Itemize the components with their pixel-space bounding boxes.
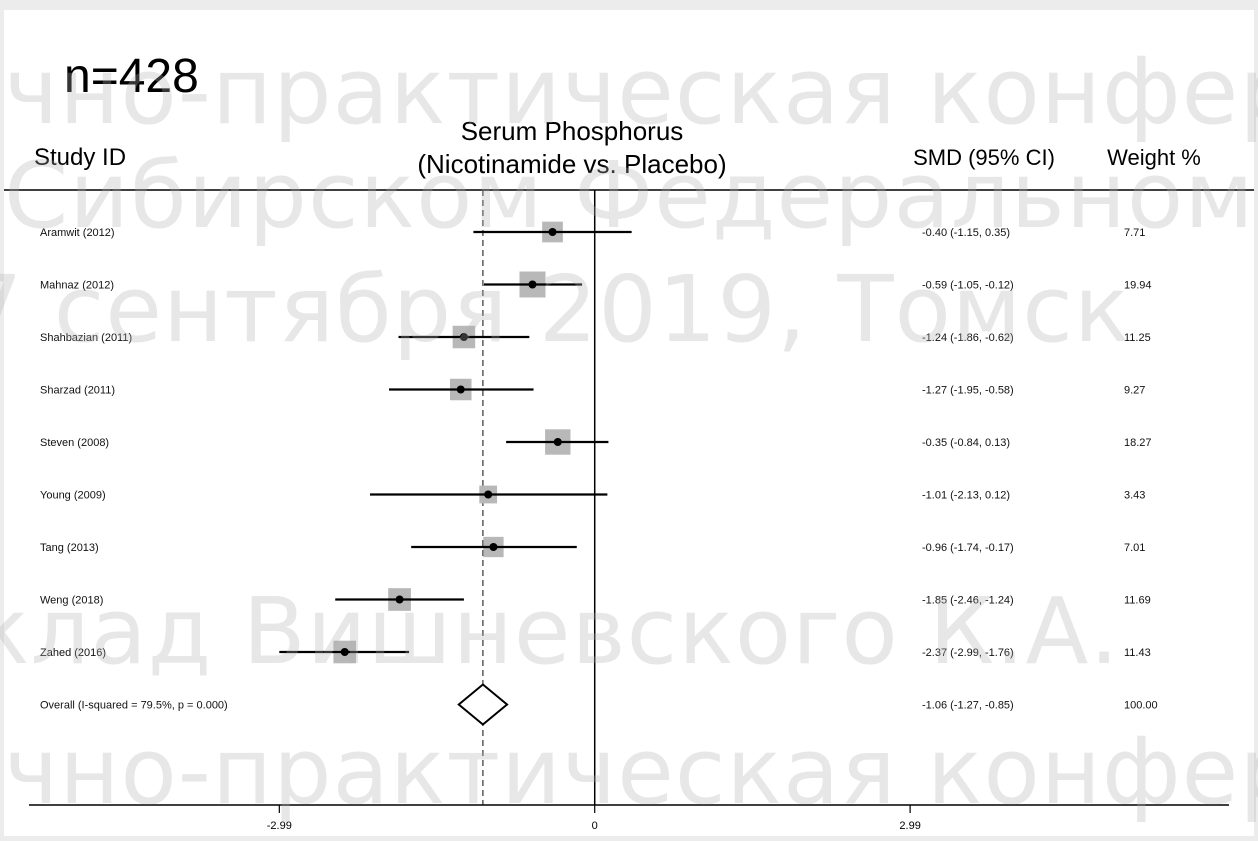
ci-text-3: -1.27 (-1.95, -0.58) bbox=[922, 385, 1014, 397]
weight-text-8: 11.43 bbox=[1124, 647, 1151, 659]
study-label-4: Steven (2008) bbox=[40, 437, 109, 449]
point-estimate-7 bbox=[395, 595, 404, 604]
ci-text-6: -0.96 (-1.74, -0.17) bbox=[922, 542, 1014, 554]
study-label-8: Zahed (2016) bbox=[40, 647, 106, 659]
header-title-line1: Serum Phosphorus bbox=[461, 116, 684, 146]
point-estimate-2 bbox=[459, 333, 468, 341]
forest-plot-slide: n=428 Study ID Serum Phosphorus (Nicotin… bbox=[0, 10, 1258, 836]
header-weight: Weight % bbox=[1107, 145, 1201, 170]
ci-text-0: -0.40 (-1.15, 0.35) bbox=[922, 227, 1010, 239]
weight-text-6: 7.01 bbox=[1124, 542, 1145, 554]
overall-ci-text: -1.06 (-1.27, -0.85) bbox=[922, 700, 1014, 712]
study-label-0: Aramwit (2012) bbox=[40, 227, 115, 239]
ci-text-1: -0.59 (-1.05, -0.12) bbox=[922, 280, 1014, 292]
ci-text-2: -1.24 (-1.86, -0.62) bbox=[922, 332, 1014, 344]
point-estimate-6 bbox=[489, 543, 498, 551]
header-title-line2: (Nicotinamide vs. Placebo) bbox=[417, 149, 726, 179]
x-tick-label-2: 2.99 bbox=[899, 820, 920, 832]
study-label-1: Mahnaz (2012) bbox=[40, 280, 114, 292]
weight-text-3: 9.27 bbox=[1124, 385, 1145, 397]
point-estimate-8 bbox=[340, 648, 349, 656]
forest-marks: -2.99 0 2.99 Aramwit (2012) -0.40 (-1.15, 0.… bbox=[29, 190, 1229, 832]
sample-size-label: n=428 bbox=[64, 50, 199, 103]
overall-weight-text: 100.00 bbox=[1124, 700, 1158, 712]
point-estimate-3 bbox=[456, 385, 465, 394]
point-estimate-0 bbox=[548, 228, 557, 236]
ci-text-5: -1.01 (-2.13, 0.12) bbox=[922, 490, 1010, 502]
x-tick-label-0: -2.99 bbox=[267, 820, 292, 832]
point-estimate-5 bbox=[484, 490, 493, 499]
weight-text-7: 11.69 bbox=[1124, 595, 1151, 607]
study-label-6: Tang (2013) bbox=[40, 542, 99, 554]
weight-text-2: 11.25 bbox=[1124, 332, 1151, 344]
weight-text-4: 18.27 bbox=[1124, 437, 1152, 449]
header-study-id: Study ID bbox=[34, 144, 126, 171]
ci-text-8: -2.37 (-2.99, -1.76) bbox=[922, 647, 1014, 659]
x-tick-label-1: 0 bbox=[592, 820, 598, 832]
header-smd: SMD (95% CI) bbox=[913, 145, 1055, 170]
overall-label: Overall (I-squared = 79.5%, p = 0.000) bbox=[40, 700, 228, 712]
ci-text-4: -0.35 (-0.84, 0.13) bbox=[922, 437, 1010, 449]
study-label-2: Shahbazian (2011) bbox=[40, 332, 132, 344]
overall-diamond bbox=[457, 683, 509, 726]
study-label-7: Weng (2018) bbox=[40, 595, 103, 607]
weight-text-1: 19.94 bbox=[1124, 280, 1152, 292]
study-label-5: Young (2009) bbox=[40, 490, 106, 502]
point-estimate-1 bbox=[528, 280, 537, 289]
forest-plot: n=428 Study ID Serum Phosphorus (Nicotin… bbox=[4, 50, 1254, 832]
weight-text-5: 3.43 bbox=[1124, 490, 1145, 502]
study-label-3: Sharzad (2011) bbox=[40, 385, 115, 397]
ci-text-7: -1.85 (-2.46, -1.24) bbox=[922, 595, 1014, 607]
weight-text-0: 7.71 bbox=[1124, 227, 1145, 239]
point-estimate-4 bbox=[553, 438, 562, 446]
